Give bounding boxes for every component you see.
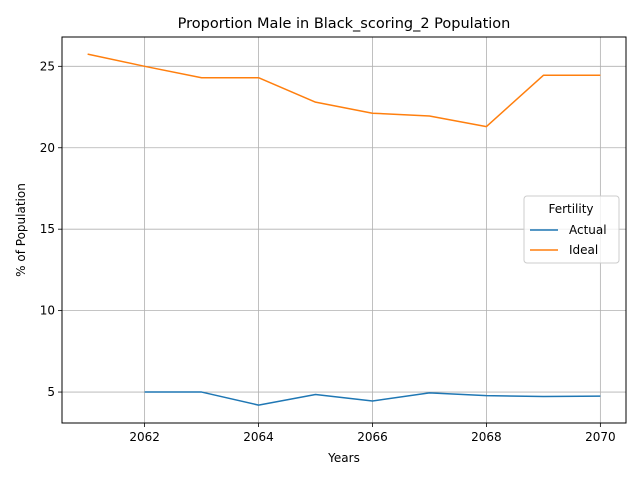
x-tick-label: 2070 xyxy=(585,430,616,444)
legend-label: Actual xyxy=(569,223,607,237)
series-line-actual xyxy=(144,391,601,406)
legend-items: Actual Ideal xyxy=(530,223,607,257)
y-axis-ticks: 5 10 15 20 25 xyxy=(40,59,62,399)
x-axis-ticks: 2062 2064 2066 2068 2070 xyxy=(129,423,616,444)
y-tick-label: 20 xyxy=(40,141,55,155)
x-tick-label: 2068 xyxy=(471,430,502,444)
legend-label: Ideal xyxy=(569,243,598,257)
plot-area-frame xyxy=(61,36,627,424)
series-line-ideal xyxy=(87,53,601,128)
y-tick-label: 15 xyxy=(40,222,55,236)
x-tick-label: 2064 xyxy=(243,430,274,444)
series-lines xyxy=(87,53,601,406)
x-tick-label: 2062 xyxy=(129,430,160,444)
legend-title: Fertility xyxy=(548,202,593,216)
y-tick-label: 10 xyxy=(40,304,55,318)
y-axis-label: % of Population xyxy=(14,183,28,277)
x-tick-label: 2066 xyxy=(357,430,388,444)
legend-box xyxy=(523,195,620,264)
legend: Fertility Actual Ideal xyxy=(523,195,620,264)
y-tick-label: 5 xyxy=(47,385,55,399)
x-axis-label: Years xyxy=(327,451,360,465)
y-tick-label: 25 xyxy=(40,59,55,73)
chart-title: Proportion Male in Black_scoring_2 Popul… xyxy=(178,16,511,32)
